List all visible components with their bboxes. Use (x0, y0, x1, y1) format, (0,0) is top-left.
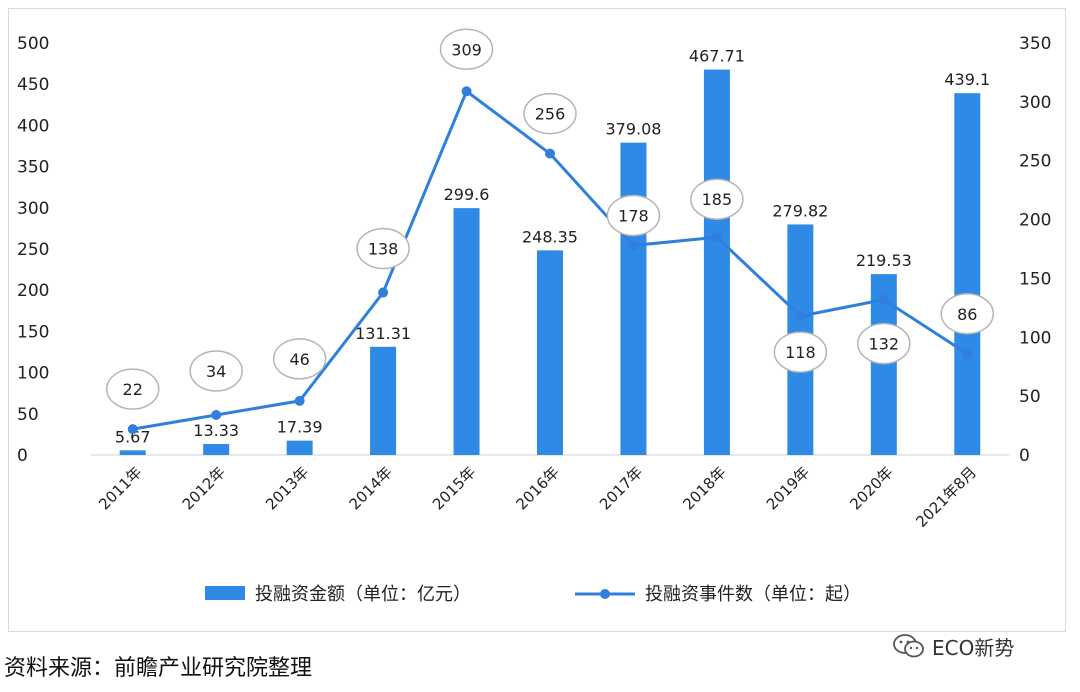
event-count-point (795, 311, 806, 322)
bar (620, 142, 647, 456)
event-count-point (211, 409, 222, 420)
combo-chart: 0 50 100 150 200 250 300 350 400 450 500 0 50 100 150 2… (17, 28, 1051, 605)
bar (453, 208, 480, 455)
x-tick-label: 2013年 (262, 463, 312, 513)
y-right-tick-label: 250 (1019, 152, 1051, 172)
legend-line-label: 投融资事件数（单位：起） (645, 584, 861, 605)
x-tick-label: 2019年 (763, 463, 813, 513)
bar-value-label: 248.35 (522, 227, 578, 246)
event-count-point (378, 287, 389, 298)
y-left-tick-label: 150 (17, 322, 49, 342)
y-right-tick-label: 50 (1019, 387, 1041, 407)
y-left-tick-label: 50 (17, 405, 39, 425)
event-label-bubble (523, 92, 577, 135)
bar (537, 250, 563, 455)
event-count-label: 185 (702, 190, 733, 209)
x-tick-label: 2012年 (179, 463, 229, 513)
bar-value-label: 219.53 (856, 251, 912, 270)
y-right-tick-label: 100 (1019, 328, 1051, 348)
bar-value-label: 299.6 (444, 185, 490, 204)
y-right-tick-label: 350 (1019, 34, 1051, 54)
event-count-label: 34 (206, 362, 226, 381)
event-count-label: 132 (869, 335, 900, 354)
bar (203, 444, 230, 455)
event-label-bubble (439, 28, 494, 71)
event-count-point (628, 240, 639, 251)
event-count-point (127, 424, 138, 435)
event-count-label: 138 (368, 240, 399, 259)
y-right-tick-label: 0 (1019, 446, 1030, 466)
bar (286, 440, 313, 455)
event-count-label: 46 (289, 350, 309, 369)
legend-bar-label: 投融资金额（单位：亿元） (255, 584, 471, 605)
x-tick-label: 2014年 (346, 463, 396, 513)
legend-bar-swatch (205, 586, 245, 600)
event-label-bubble (690, 178, 744, 220)
event-count-label: 309 (451, 40, 482, 59)
y-left-tick-label: 100 (17, 364, 49, 384)
brand-label: ECO新势 (932, 635, 1015, 660)
event-count-point (461, 86, 472, 97)
bar-value-label: 131.31 (355, 324, 411, 343)
y-left-tick-label: 450 (17, 75, 49, 95)
x-tick-label: 2015年 (429, 463, 479, 513)
bar-value-label: 17.39 (277, 418, 323, 437)
x-tick-label: 2016年 (512, 463, 562, 513)
event-count-point (711, 232, 722, 243)
event-count-point (294, 395, 305, 406)
event-label-bubble (189, 350, 243, 392)
chart-frame: 0 50 100 150 200 250 300 350 400 450 500 0 50 100 150 2… (8, 8, 1066, 632)
event-label-bubble (272, 338, 327, 380)
bar (370, 346, 397, 455)
event-label-bubble (105, 368, 160, 410)
y-left-tick-label: 300 (17, 199, 49, 219)
x-tick-label: 2021年8月 (912, 463, 980, 531)
event-count-label: 118 (785, 343, 816, 362)
event-label-bubble (606, 194, 661, 237)
event-count-label: 178 (618, 206, 649, 225)
wechat-icon (893, 634, 924, 658)
x-tick-label: 2017年 (596, 463, 646, 513)
y-right-tick-label: 300 (1019, 93, 1051, 113)
brand-watermark: ECO新势 (892, 628, 1014, 664)
event-label-bubble (773, 331, 828, 373)
event-label-bubble (940, 293, 995, 335)
event-count-point (878, 294, 889, 305)
event-label-bubble (857, 322, 911, 365)
y-left-tick-label: 250 (17, 240, 49, 260)
event-count-point (962, 348, 973, 359)
event-label-bubble (356, 227, 410, 270)
event-count-label: 256 (535, 105, 566, 124)
x-tick-label: 2020年 (846, 463, 896, 513)
bar-value-label: 5.67 (115, 427, 151, 446)
x-tick-label: 2011年 (95, 463, 145, 513)
bar (119, 450, 146, 455)
bar-value-label: 439.1 (944, 70, 990, 89)
y-left-tick-label: 350 (17, 158, 49, 178)
y-right-tick-label: 150 (1019, 269, 1051, 289)
bar-value-label: 467.71 (689, 47, 745, 66)
y-right-tick-label: 200 (1019, 211, 1051, 231)
y-left-tick-label: 500 (17, 34, 49, 54)
y-left-tick-label: 200 (17, 281, 49, 301)
bar-value-label: 13.33 (193, 421, 239, 440)
y-left-tick-label: 0 (17, 446, 28, 466)
event-count-point (545, 148, 555, 159)
legend-line-marker (600, 589, 610, 599)
y-left-tick-label: 400 (17, 116, 49, 136)
event-count-label: 22 (123, 380, 143, 399)
bar (703, 69, 730, 455)
event-count-label: 86 (957, 305, 977, 324)
bar (954, 93, 981, 455)
x-tick-label: 2018年 (679, 463, 729, 513)
bar-value-label: 379.08 (605, 120, 661, 139)
source-note: 资料来源：前瞻产业研究院整理 (4, 656, 313, 681)
bar-value-label: 279.82 (772, 201, 828, 220)
